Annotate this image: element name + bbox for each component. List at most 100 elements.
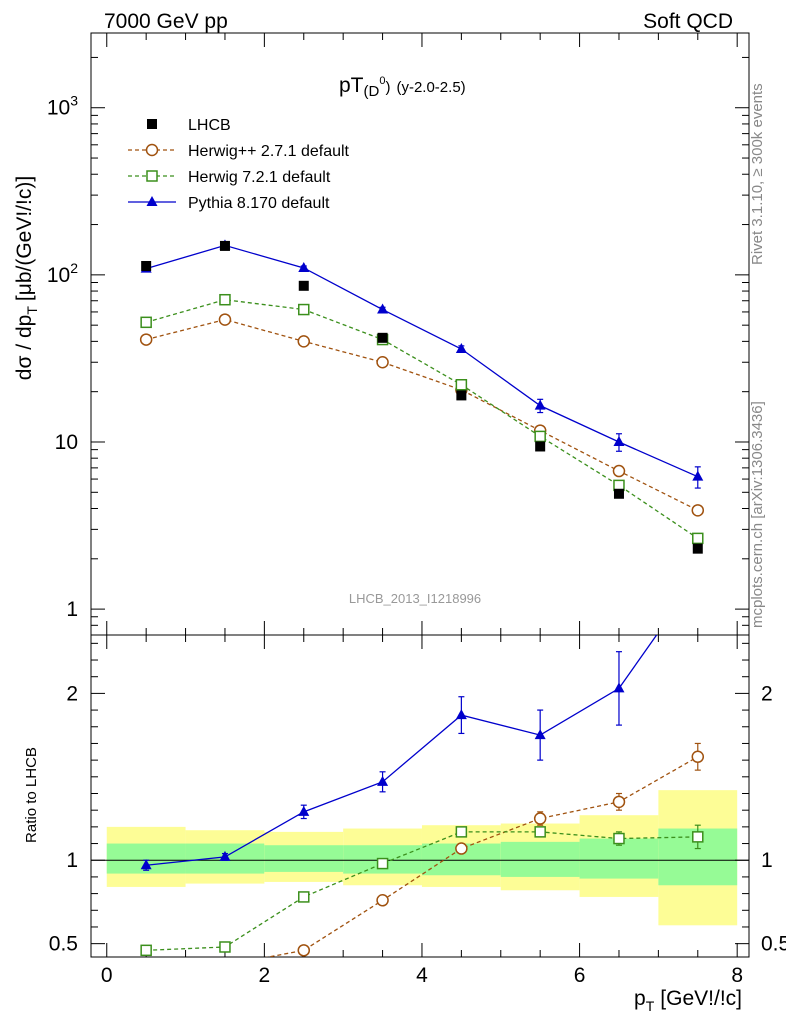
x-tick-label: 6 [574,964,586,987]
main-y-axis-label: dσ / dpT [μb/(GeV!/!c)] [13,176,40,380]
pythia-ratio-point [377,775,389,786]
main-y-tick-label: 102 [47,260,78,287]
band-green-2 [264,845,344,872]
pythia-ratio-point [298,805,310,816]
pythia-ratio-point [219,850,231,861]
herwigpp-ratio-point [219,960,230,971]
pythia-ratio-point [140,859,152,870]
ratio-y-tick-label-right: 2 [761,682,773,705]
x-label-sub: T [646,998,655,1014]
main-y-label-sub: T [24,306,40,315]
herwig7-ratio-point [613,832,625,845]
legend-herwig7-label: Herwig 7.2.1 default [188,169,331,186]
herwig7-main-point [140,316,152,329]
x-label-main: p [634,987,646,1010]
axis-ticks [91,33,749,957]
pythia-ratio-point [455,709,467,720]
chart-title-range: (y-2.0-2.5) [396,79,465,96]
uncertainty-bands [106,790,738,926]
lhcb-main-point [377,332,388,343]
main-y-label-unit: [μb/(GeV!/!c)] [13,176,36,301]
herwigpp-ratio-point [612,795,626,809]
herwigpp-main-line [146,318,699,511]
analysis-watermark: LHCB_2013_I1218996 [349,591,481,606]
legend-pythia-label: Pythia 8.170 default [188,195,330,212]
header-process-label: Soft QCD [643,10,733,33]
herwigpp-ratio-line [265,756,699,957]
herwigpp-main-point [376,355,389,369]
herwig7-main-point [534,430,546,443]
herwigpp-ratio-point [691,750,705,764]
herwig7-ratio-line [146,831,698,951]
main-y-tick-label: 10 [55,431,78,454]
pythia-ratio-point [613,682,625,693]
legend-herwigpp-label: Herwig++ 2.7.1 default [188,143,350,160]
axis-tick-labels: 1 10 102 103 0 2 4 6 8 0.5 0.5 1 1 2 2 [47,93,786,987]
legend-pythia-marker [146,196,158,206]
ratio-y-axis-label: Ratio to LHCB [23,747,40,843]
herwig7-main-point [298,303,310,316]
herwigpp-ratio-point [376,894,389,907]
pythia-ratio-point [692,571,703,581]
lhcb-main-point [298,280,309,291]
lhcb-main-point [219,240,230,251]
herwig7-ratio-point [692,831,704,843]
legend-lhcb-marker [147,119,157,129]
band-green-5 [500,841,580,877]
herwig7-ratio-point [455,826,468,838]
main-y-tick-label: 1 [66,598,78,621]
x-tick-label: 8 [731,964,743,987]
x-tick-label: 2 [259,964,271,987]
chart-title-sub: (D [364,83,380,100]
herwigpp-main-point [297,335,311,348]
lhcb-main-point [456,390,467,401]
herwig7-main-line [145,299,699,539]
herwigpp-ratio-point [297,944,311,957]
rivet-info-label: Rivet 3.1.10, ≥ 300k events [749,83,766,265]
chart-title-close: ) [385,79,390,96]
lhcb-main-point [692,543,703,554]
pythia-ratio-point [534,729,546,740]
herwigpp-main-point [691,504,705,517]
main-y-tick-label: 103 [47,93,78,120]
herwigpp-main-point [139,333,153,346]
ratio-y-tick-label-right: 1 [761,849,773,872]
lhcb-main-point [535,441,546,452]
chart-title: pT(D0) (y-2.0-2.5) [339,74,466,100]
x-tick-label: 4 [416,964,428,987]
source-info-label: mcplots.cern.ch [arXiv:1306.3436] [749,401,766,628]
main-plot-series [139,239,705,554]
chart-title-sup: 0 [379,75,385,87]
herwigpp-main-point [218,313,232,326]
main-y-label-text: dσ / dp [13,315,36,381]
ratio-y-tick-label-left: 2 [66,682,78,705]
herwig7-ratio-point [298,891,310,903]
x-label-unit: [GeV!/!c] [660,987,742,1010]
pythia-main-point [613,435,625,446]
herwigpp-ratio-point [141,972,152,983]
lhcb-main-point [141,260,152,271]
legend-herwig7-marker [146,170,158,182]
legend: LHCB Herwig++ 2.7.1 default Herwig 7.2.1 d… [128,117,350,212]
x-axis-label: pT [GeV!/!c] [634,987,742,1014]
pythia-main-point [455,343,467,354]
pythia-main-point [534,399,546,410]
herwigpp-ratio-point [533,812,547,825]
herwig7-ratio-point [376,857,389,870]
herwig7-main-point [455,379,468,391]
ratio-plot-series [140,571,705,983]
pythia-main-point [298,261,310,272]
pythia-main-point [377,303,389,314]
ratio-y-tick-label-left: 0.5 [49,933,78,956]
lhcb-main-point [613,488,624,499]
herwig7-main-point [692,532,704,545]
ratio-y-tick-label-right: 0.5 [761,933,786,956]
ratio-plot-frame [90,634,750,958]
herwig7-ratio-point [140,944,152,957]
pythia-main-point [692,470,704,481]
legend-lhcb-label: LHCB [188,117,231,134]
herwig7-ratio-point [219,941,231,953]
herwig7-ratio-point [534,826,546,838]
pythia-ratio-line [146,635,658,866]
